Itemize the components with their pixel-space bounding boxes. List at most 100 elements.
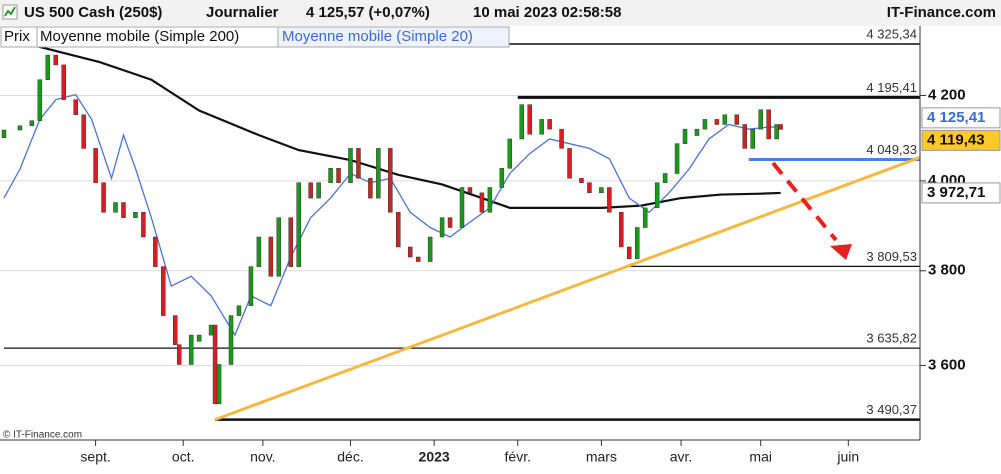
candle	[161, 266, 166, 316]
candle	[627, 246, 632, 260]
candle	[356, 148, 361, 179]
candle	[467, 187, 473, 194]
candle	[1, 129, 7, 138]
candle	[539, 119, 544, 135]
legend-ma200: Moyenne mobile (Simple 200)	[40, 28, 239, 45]
legend-ma20: Moyenne mobile (Simple 20)	[282, 28, 473, 45]
candle	[216, 364, 222, 405]
candle	[519, 104, 524, 140]
candle	[439, 217, 445, 238]
candle	[619, 212, 624, 248]
price-tag-label: 4 125,41	[927, 109, 985, 126]
candle	[674, 143, 680, 174]
candle	[714, 119, 720, 125]
candle	[774, 124, 779, 140]
candle	[348, 148, 353, 183]
candle	[121, 202, 126, 218]
candle	[53, 54, 59, 66]
candle	[37, 79, 43, 121]
candle	[113, 202, 118, 213]
x-tick-label: avr.	[670, 449, 693, 465]
price-tag-label: 3 972,71	[927, 184, 985, 201]
candle	[599, 187, 604, 194]
level-label: 3 635,82	[866, 331, 917, 346]
y-tick-label: 4 200	[928, 86, 966, 103]
candle	[45, 54, 51, 80]
candle	[607, 187, 612, 213]
candle	[642, 207, 648, 228]
candle	[479, 192, 485, 213]
candle	[567, 148, 572, 179]
quote: 4 125,57 (+0,07%)	[306, 4, 430, 21]
candle	[188, 334, 194, 365]
legend: Prix Moyenne mobile (Simple 200) Moyenne…	[0, 26, 510, 48]
candle	[734, 114, 740, 125]
candle	[101, 182, 106, 213]
header-bar	[0, 0, 1001, 26]
candle	[702, 119, 708, 130]
candle	[61, 64, 66, 100]
x-tick-label: févr.	[505, 449, 531, 465]
price-tag-label: 4 119,43	[927, 131, 985, 148]
candle	[415, 256, 421, 262]
level-label: 3 490,37	[866, 402, 917, 417]
candle	[750, 128, 755, 149]
candle	[316, 182, 321, 199]
candle	[376, 148, 381, 199]
level-label: 4 195,41	[866, 80, 917, 95]
x-tick-label: mars	[586, 449, 617, 465]
candle	[196, 334, 202, 342]
x-tick-label: sept.	[80, 449, 110, 465]
candle	[308, 182, 313, 199]
candle	[176, 344, 182, 365]
candle	[368, 178, 373, 199]
logo-line	[4, 6, 16, 17]
x-tick-label: nov.	[250, 449, 275, 465]
candle	[212, 324, 218, 405]
candle	[579, 178, 584, 183]
candle	[778, 124, 783, 130]
candle	[133, 212, 138, 218]
candle	[81, 114, 86, 149]
candle	[634, 227, 640, 260]
candle	[296, 182, 301, 267]
candle	[587, 182, 592, 194]
legend-box	[277, 26, 510, 48]
candle	[388, 148, 393, 213]
candle	[547, 119, 552, 130]
candle	[507, 138, 513, 169]
candle	[742, 124, 748, 149]
candle	[288, 217, 293, 267]
candle	[17, 125, 23, 131]
x-tick-label: oct.	[172, 449, 195, 465]
candle	[73, 99, 78, 116]
candle	[499, 168, 505, 188]
candle	[407, 246, 413, 258]
level-label: 4 325,34	[866, 26, 917, 41]
candle	[29, 120, 35, 127]
source: IT-Finance.com	[887, 4, 996, 21]
candle	[758, 109, 763, 130]
datetime: 10 mai 2023 02:58:58	[473, 4, 621, 21]
candle	[208, 324, 214, 336]
candle	[662, 173, 668, 183]
candle	[236, 305, 242, 316]
candle	[268, 236, 274, 277]
level-label: 3 809,53	[866, 249, 917, 264]
legend-price: Prix	[4, 28, 30, 45]
price-tag-box	[921, 129, 1001, 151]
candle	[766, 109, 771, 140]
level-label: 4 049,33	[866, 142, 917, 157]
arrow-head	[830, 244, 852, 260]
price-tag-box	[921, 182, 1001, 204]
ma-line	[3, 36, 781, 209]
candle	[527, 104, 532, 135]
candle	[654, 182, 660, 209]
candle	[459, 187, 465, 228]
candle	[694, 128, 700, 136]
y-tick-label: 3 800	[928, 262, 966, 279]
candle	[276, 217, 282, 277]
candle	[722, 114, 728, 125]
y-tick-label: 3 600	[928, 356, 966, 373]
